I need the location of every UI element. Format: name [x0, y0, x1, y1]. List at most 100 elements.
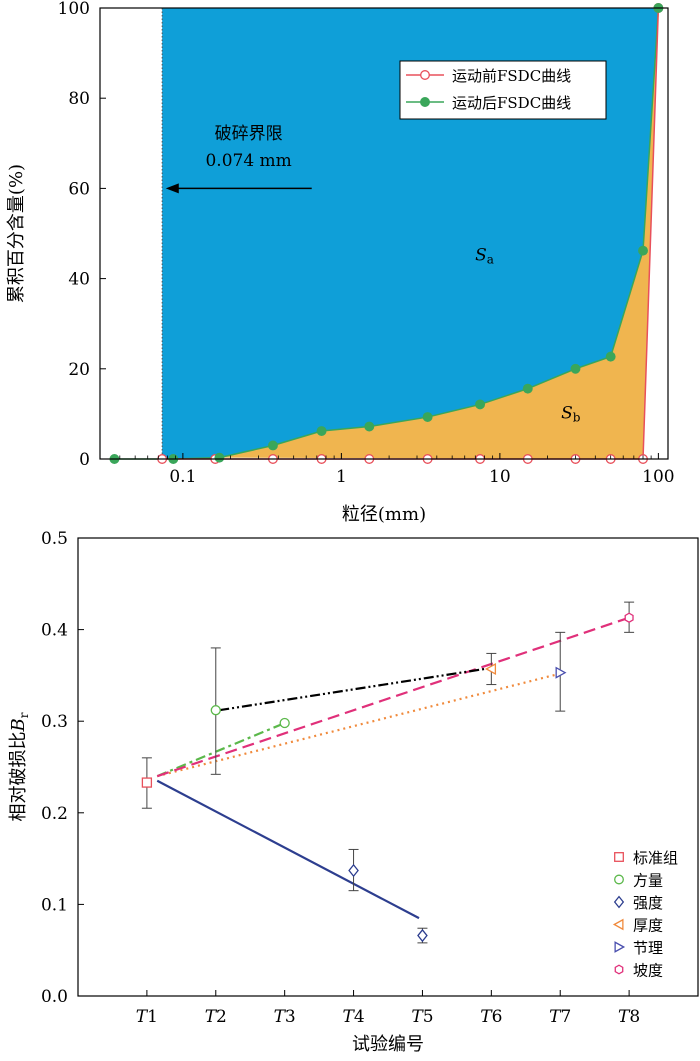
data-point [624, 612, 634, 623]
c2-xtick-letter: T [274, 1007, 287, 1027]
annotation-limit: 破碎界限 [215, 124, 283, 144]
chart-fsdc: 0 20 40 60 80 100 0.1 1 10 100 粒径(mm) 累积百分含量(%) 破碎界… [6, 0, 675, 525]
c2-legend-label: 节理 [633, 939, 663, 957]
c2-legend-label: 标准组 [633, 849, 678, 867]
c2-xtick-num: 2 [216, 1007, 227, 1027]
c2-legend-marker [614, 852, 624, 862]
series-after-point [475, 399, 486, 410]
series-after-point [638, 245, 648, 256]
c2-xtick-label: T3 [274, 1007, 296, 1027]
c2-fit-lines [156, 616, 630, 920]
region-label-sub: a [487, 253, 494, 267]
c2-ytick-label: 0.0 [41, 987, 68, 1007]
c2-legend-label: 厚度 [633, 917, 663, 935]
chart-relative-breakage: 0.00.10.20.30.40.5T1 T2 T3 T4 T5 T6 T7 T8试验编号相对… [8, 529, 699, 1055]
c2-xtick-letter: T [618, 1007, 631, 1027]
c1-xtick-label: 1 [336, 467, 347, 487]
series-after-point [267, 440, 278, 451]
fit-line [156, 616, 630, 778]
c2-legend-label: 强度 [633, 894, 663, 912]
c1-legend-marker [420, 97, 430, 107]
c1-ytick-label: 0 [79, 450, 90, 470]
c1-xlabel: 粒径(mm) [342, 504, 426, 525]
series-after-point [605, 351, 616, 362]
c2-xtick-num: 7 [560, 1007, 571, 1027]
c1-regions [161, 8, 659, 459]
fit-line [156, 779, 420, 920]
c2-legend-label: 方量 [633, 872, 663, 890]
c2-ylabel-var: B [8, 718, 29, 732]
region-label-sub: b [573, 410, 581, 424]
c2-xtick-label: T4 [342, 1007, 364, 1027]
data-point [279, 717, 290, 729]
c2-ylabel-sub: r [17, 712, 31, 718]
c2-xtick-num: 5 [423, 1007, 434, 1027]
c2-xtick-letter: T [136, 1007, 149, 1027]
c2-legend-marker [614, 941, 626, 953]
c1-ytick-label: 40 [68, 270, 90, 290]
c1-axes: 0 20 40 60 80 100 0.1 1 10 100 粒径(mm) 累积百分含量(%) [6, 0, 675, 525]
c1-xtick-label: 100 [642, 467, 674, 487]
c2-xtick-label: T6 [480, 1007, 502, 1027]
data-point [417, 928, 428, 943]
data-point [210, 705, 221, 716]
c2-xtick-label: T8 [618, 1007, 640, 1027]
fit-line [156, 722, 286, 778]
annotation-limit-value: 0.074 mm [205, 151, 291, 171]
data-point [485, 662, 497, 676]
c2-ytick-label: 0.4 [41, 621, 68, 641]
data-point [348, 863, 359, 878]
c2-ytick-label: 0.1 [41, 895, 68, 915]
c1-ytick-label: 100 [58, 0, 90, 19]
c2-xtick-label: T2 [205, 1007, 227, 1027]
series-after-point [422, 412, 433, 423]
c2-points [141, 601, 635, 944]
series-after-point [570, 363, 581, 374]
c2-xtick-num: 1 [147, 1007, 158, 1027]
c2-legend-marker [613, 895, 625, 909]
c2-ylabel-main: 相对破损比 [8, 731, 29, 821]
c1-legend-marker [420, 70, 430, 80]
c2-legend-label: 坡度 [633, 962, 663, 980]
c2-ytick-label: 0.3 [41, 712, 68, 732]
c2-xtick-letter: T [549, 1007, 562, 1027]
c1-legend-box [399, 60, 607, 120]
c2-xtick-letter: T [205, 1007, 218, 1027]
c2-legend-marker [614, 874, 624, 885]
fit-line [219, 667, 485, 712]
c2-xtick-label: T5 [411, 1007, 433, 1027]
c2-legend-marker [612, 918, 624, 931]
series-after-point [522, 383, 533, 394]
c1-ytick-label: 80 [68, 89, 90, 109]
c2-ylabel: 相对破损比Br [8, 712, 31, 821]
c1-xtick-label: 0.1 [169, 467, 196, 487]
c2-legend-marker [614, 964, 624, 975]
c2-ytick-label: 0.2 [41, 804, 68, 824]
c2-xtick-num: 3 [285, 1007, 296, 1027]
c2-ytick-label: 0.5 [41, 529, 68, 549]
c2-xtick-letter: T [480, 1007, 493, 1027]
c2-xtick-letter: T [342, 1007, 355, 1027]
region-sb [219, 8, 659, 459]
c1-legend-label: 运动后FSDC曲线 [452, 94, 571, 112]
c2-xtick-num: 8 [629, 1007, 640, 1027]
c2-xtick-num: 4 [354, 1007, 365, 1027]
c2-axes: 0.00.10.20.30.40.5T1 T2 T3 T4 T5 T6 T7 T8试验编号相对… [8, 529, 699, 1055]
series-after-point [214, 452, 225, 463]
c2-xtick-letter: T [411, 1007, 424, 1027]
data-point [141, 777, 153, 788]
c2-xtick-label: T7 [549, 1007, 571, 1027]
c1-ytick-label: 60 [68, 179, 90, 199]
annotation-arrow-head [165, 183, 179, 194]
series-after-point [364, 421, 375, 432]
series-after-point [316, 426, 327, 436]
c2-xtick-num: 6 [492, 1007, 503, 1027]
c1-frame [99, 7, 669, 460]
data-point [555, 666, 567, 679]
c2-xlabel: 试验编号 [352, 1034, 424, 1055]
c1-ytick-label: 20 [68, 360, 90, 380]
